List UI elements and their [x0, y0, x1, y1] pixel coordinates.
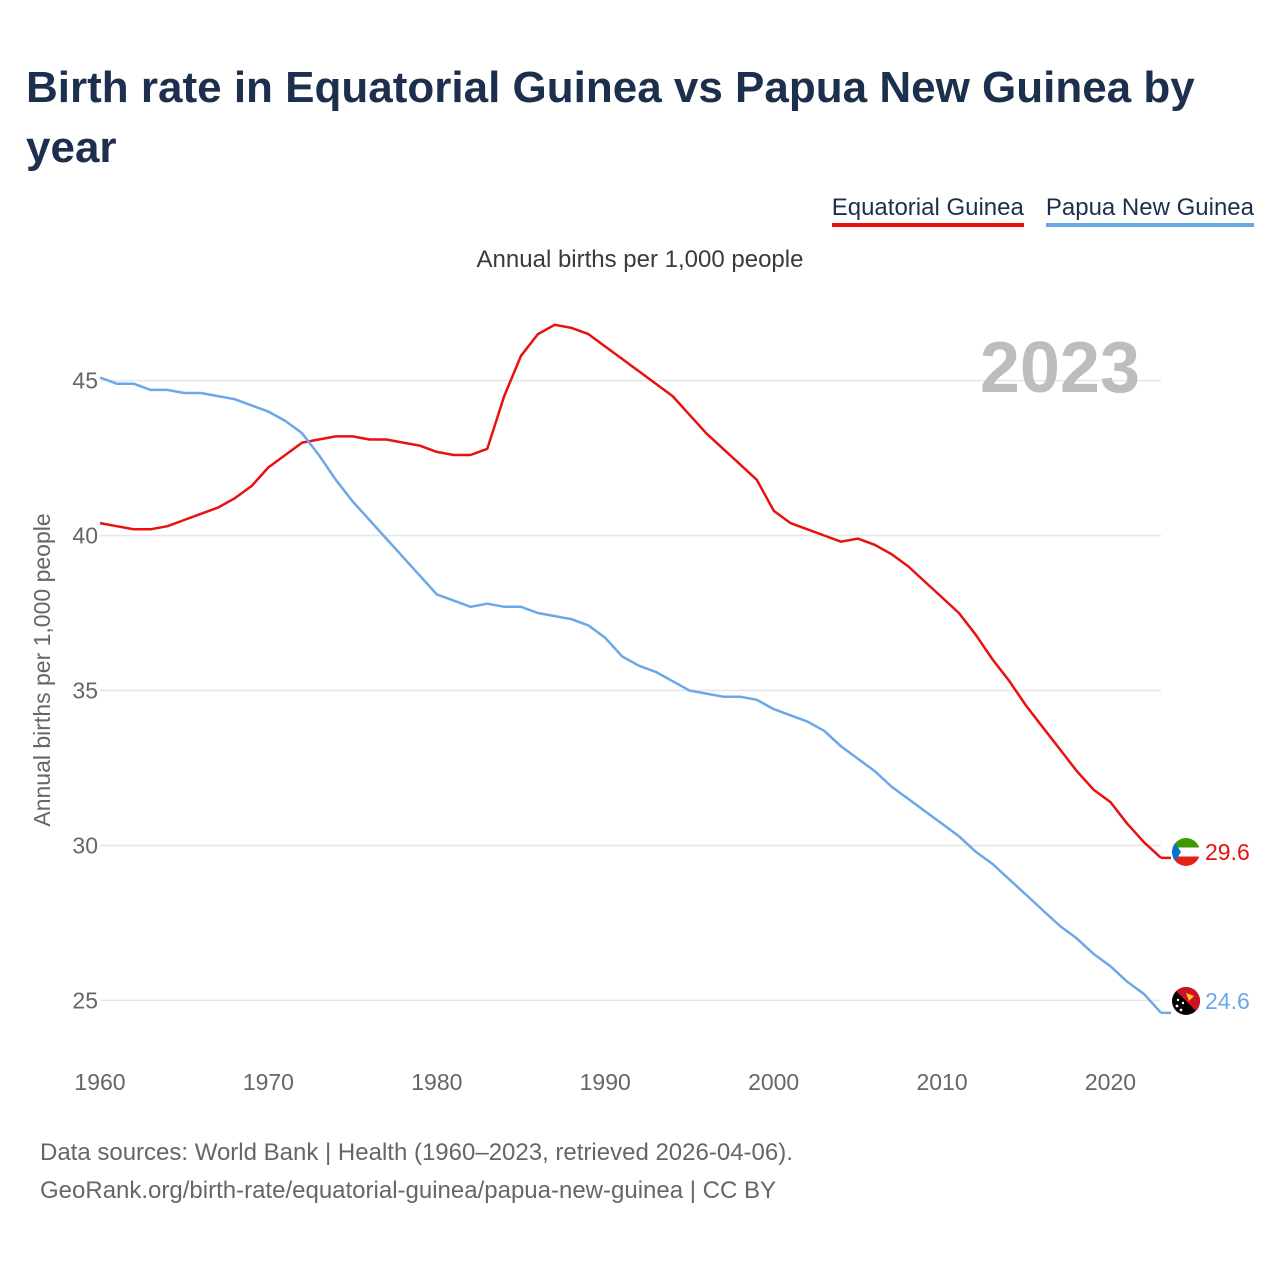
legend-item-papua-new-guinea[interactable]: Papua New Guinea	[1045, 194, 1254, 227]
end-label-equatorial-guinea: 29.6	[1205, 839, 1250, 865]
equatorial-guinea-flag-icon	[1172, 838, 1200, 866]
x-tick-label: 1990	[580, 1069, 631, 1095]
y-tick-label: 30	[72, 832, 98, 858]
y-axis-label: Annual births per 1,000 people	[29, 513, 55, 826]
footer: Data sources: World Bank | Health (1960–…	[40, 1134, 793, 1210]
footer-link[interactable]: GeoRank.org/birth-rate/equatorial-guinea…	[40, 1177, 776, 1204]
x-tick-label: 2000	[748, 1069, 799, 1095]
legend: Equatorial Guinea Papua New Guinea	[831, 194, 1254, 227]
series-line-papua-new-guinea[interactable]	[99, 376, 1162, 1014]
y-tick-label: 35	[72, 677, 98, 703]
x-tick-label: 2010	[916, 1069, 967, 1095]
y-tick-label: 45	[72, 368, 98, 394]
papua-new-guinea-flag-icon	[1172, 987, 1200, 1015]
year-label: 2023	[980, 328, 1140, 408]
x-tick-label: 2020	[1085, 1069, 1136, 1095]
end-label-papua-new-guinea: 24.6	[1205, 988, 1250, 1014]
y-tick-label: 40	[72, 523, 98, 549]
x-tick-label: 1980	[411, 1069, 462, 1095]
footer-source: Data sources: World Bank | Health (1960–…	[40, 1139, 793, 1166]
x-tick-label: 1970	[243, 1069, 294, 1095]
legend-item-equatorial-guinea[interactable]: Equatorial Guinea	[831, 194, 1024, 227]
x-tick-label: 1960	[74, 1069, 125, 1095]
y-tick-label: 25	[72, 987, 98, 1013]
chart-subtitle: Annual births per 1,000 people	[476, 246, 804, 273]
series-line-equatorial-guinea[interactable]	[99, 323, 1162, 859]
chart-title: Birth rate in Equatorial Guinea vs Papua…	[26, 63, 1195, 172]
